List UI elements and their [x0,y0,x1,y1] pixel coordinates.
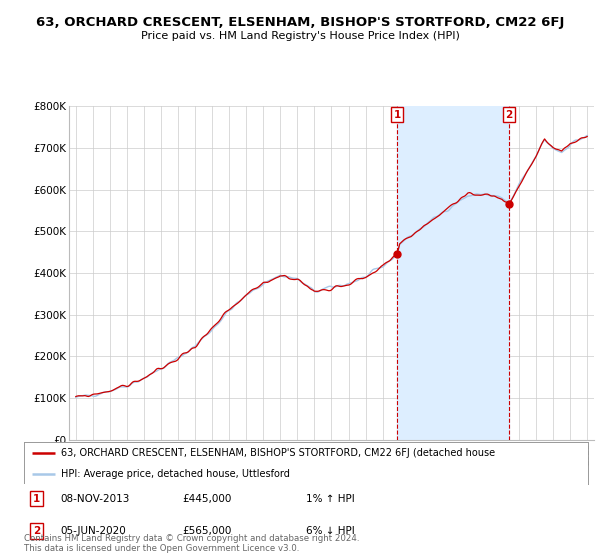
Text: 05-JUN-2020: 05-JUN-2020 [61,526,127,536]
Text: 1: 1 [394,110,401,120]
Text: 1% ↑ HPI: 1% ↑ HPI [306,493,355,503]
Text: 2: 2 [33,526,40,536]
Text: 63, ORCHARD CRESCENT, ELSENHAM, BISHOP'S STORTFORD, CM22 6FJ (detached house: 63, ORCHARD CRESCENT, ELSENHAM, BISHOP'S… [61,448,495,458]
Bar [397,106,509,440]
Text: 2: 2 [505,110,513,120]
Text: 1: 1 [33,493,40,503]
Text: 6% ↓ HPI: 6% ↓ HPI [306,526,355,536]
Text: Price paid vs. HM Land Registry's House Price Index (HPI): Price paid vs. HM Land Registry's House … [140,31,460,41]
Text: HPI: Average price, detached house, Uttlesford: HPI: Average price, detached house, Uttl… [61,469,290,479]
Text: 08-NOV-2013: 08-NOV-2013 [61,493,130,503]
Text: £445,000: £445,000 [182,493,231,503]
Text: £565,000: £565,000 [182,526,231,536]
Text: Contains HM Land Registry data © Crown copyright and database right 2024.
This d: Contains HM Land Registry data © Crown c… [24,534,359,553]
Text: 63, ORCHARD CRESCENT, ELSENHAM, BISHOP'S STORTFORD, CM22 6FJ: 63, ORCHARD CRESCENT, ELSENHAM, BISHOP'S… [36,16,564,29]
